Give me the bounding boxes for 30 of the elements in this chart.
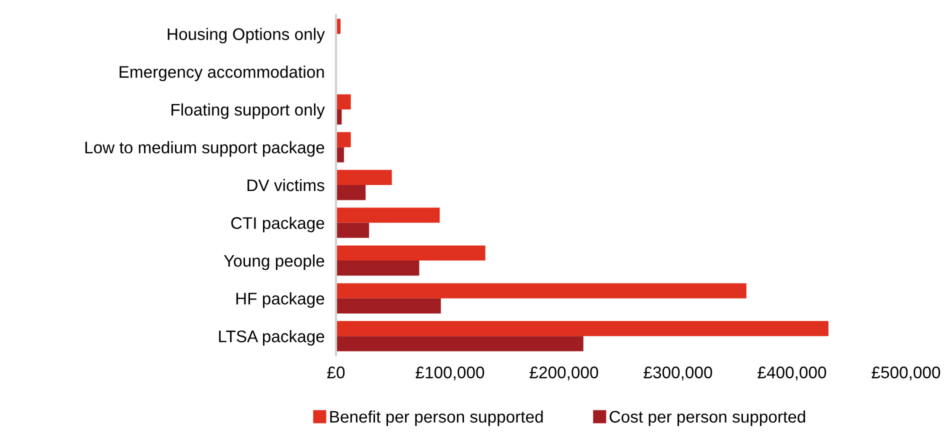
x-tick-label: £400,000 [758,366,826,380]
bar [336,208,440,223]
y-tick-label: HF package [236,292,324,308]
y-tick-label: CTI package [231,216,324,232]
y-tick-label: Floating support only [172,103,325,119]
x-tick-label: £200,000 [530,366,598,380]
y-tick-label: Emergency accommodation [120,66,324,82]
x-tick-label: £500,000 [872,366,940,380]
y-tick-label: Young people [224,254,324,270]
bar [336,245,486,261]
bar [336,298,441,314]
bar [336,222,370,238]
bar [336,336,584,352]
y-tick-label: Housing Options only [168,28,325,44]
legend-label: Benefit per person supported [330,410,543,426]
bar [336,132,351,148]
y-tick-label: Low to medium support package [85,141,324,157]
bar [336,170,392,185]
x-tick-label: £0 [327,366,345,378]
y-tick-label: DV victims [248,178,324,192]
bar [336,94,351,110]
bar [336,321,828,336]
y-tick-label: LTSA package [219,330,324,346]
x-tick-label: £100,000 [416,366,484,380]
bar [336,283,746,298]
x-tick-label: £300,000 [644,366,712,380]
legend-label: Cost per person supported [610,410,806,426]
bar [336,260,420,276]
bar [336,147,344,162]
bar [336,185,366,200]
